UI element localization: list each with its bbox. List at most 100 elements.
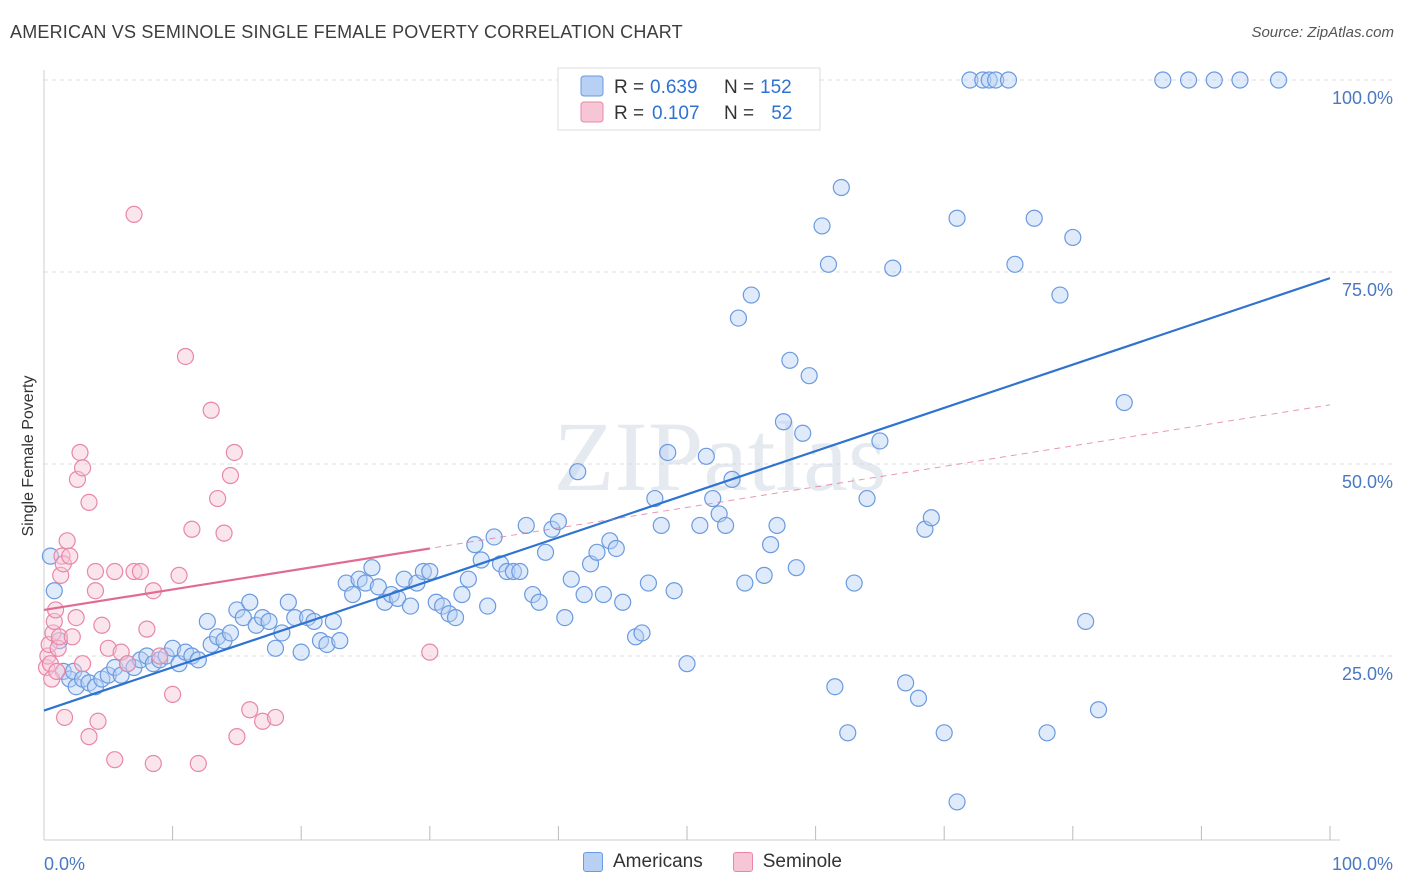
seminole-point: [58, 532, 76, 550]
seminole-point: [170, 566, 188, 584]
x-tick-labels: 0.0% 100.0%: [44, 854, 1393, 874]
seminole-point: [61, 547, 79, 565]
watermark: ZIPatlas: [553, 401, 886, 512]
y-tick-labels: 25.0% 50.0% 75.0% 100.0%: [1332, 88, 1393, 684]
trendlines: [43, 277, 1331, 712]
american-point: [549, 512, 568, 531]
american-point: [356, 574, 375, 592]
american-point: [1006, 255, 1024, 273]
x-ticks: [172, 826, 1331, 840]
seminole-point: [71, 443, 89, 462]
american-point: [1051, 286, 1069, 304]
seminole-label: Seminole: [762, 851, 842, 872]
american-point: [742, 286, 760, 304]
seminole-point: [99, 639, 117, 657]
american-point: [729, 309, 748, 327]
y-tick-label: 100.0%: [1332, 88, 1393, 108]
american-point: [845, 574, 863, 592]
american-point: [292, 643, 310, 661]
american-point: [948, 793, 966, 811]
seminole-point: [73, 655, 92, 673]
series-americans: [41, 71, 1288, 811]
seminole-point: [106, 751, 124, 769]
american-point: [800, 367, 818, 385]
american-point: [755, 566, 773, 584]
american-point: [761, 536, 780, 554]
seminole-point: [144, 754, 162, 773]
seminole-point: [125, 562, 143, 581]
american-point: [909, 689, 928, 707]
american-point: [536, 543, 555, 561]
american-point: [819, 255, 838, 273]
x-tick-label: 100.0%: [1332, 854, 1393, 874]
american-point: [768, 516, 786, 535]
seminole-point: [164, 685, 182, 704]
bottom-legend: Americans Seminole: [583, 851, 872, 873]
american-point: [659, 443, 677, 462]
american-point: [665, 582, 683, 600]
seminole-point: [86, 582, 105, 600]
seminole-point: [221, 466, 240, 485]
seminole-point: [183, 520, 201, 538]
american-point: [318, 635, 336, 654]
bottom-legend-seminole[interactable]: Seminole: [732, 851, 842, 873]
american-point: [614, 593, 632, 611]
seminole-point: [176, 347, 195, 366]
american-point: [466, 536, 484, 554]
american-point: [459, 570, 477, 588]
seminole-point: [50, 628, 69, 646]
seminole-swatch: [732, 852, 753, 872]
series-seminole: [37, 205, 439, 773]
american-point: [948, 209, 966, 227]
american-point: [189, 651, 207, 669]
american-point: [241, 593, 259, 611]
bottom-legend-americans[interactable]: Americans: [583, 851, 703, 873]
american-point: [344, 585, 362, 604]
american-point: [678, 655, 696, 673]
axes: [43, 70, 1340, 841]
american-point: [999, 71, 1018, 89]
american-point: [498, 562, 516, 581]
seminole-point: [228, 728, 246, 746]
seminole-point: [93, 616, 111, 634]
american-point: [369, 578, 387, 596]
american-point: [1154, 71, 1172, 89]
american-point: [588, 543, 606, 561]
american-point: [794, 424, 812, 442]
chart-title: AMERICAN VS SEMINOLE SINGLE FEMALE POVER…: [10, 22, 683, 42]
american-point: [652, 516, 670, 535]
american-point: [446, 608, 465, 627]
y-tick-label: 75.0%: [1342, 280, 1393, 300]
american-point: [697, 447, 715, 465]
seminole-point: [63, 628, 81, 646]
seminole-trendline: [43, 547, 430, 612]
american-point: [511, 562, 529, 581]
american-point: [987, 71, 1005, 89]
seminole-point: [80, 728, 98, 746]
seminole-point: [80, 493, 98, 511]
american-point: [556, 608, 574, 627]
seminole-point: [209, 489, 227, 508]
american-point: [389, 589, 407, 608]
seminole-point: [131, 562, 150, 581]
american-point: [331, 632, 349, 650]
american-point: [234, 608, 252, 627]
american-point: [607, 539, 625, 558]
legend-n-value-americans: 152: [760, 77, 792, 98]
seminole-point: [86, 562, 105, 581]
american-point: [922, 509, 940, 527]
american-point: [266, 639, 285, 657]
source-label: Source: ZipAtlas.com: [1251, 24, 1394, 41]
american-point: [691, 516, 709, 535]
american-point: [1077, 612, 1095, 631]
american-point: [260, 612, 278, 631]
american-point: [1025, 209, 1043, 227]
american-point: [1038, 724, 1056, 742]
seminole-point: [266, 708, 285, 727]
american-point: [839, 724, 857, 742]
american-point: [164, 639, 182, 657]
legend-n-label-seminole: N =: [724, 103, 754, 124]
y-tick-label: 25.0%: [1342, 664, 1393, 684]
legend-box: R = 0.639 N = 152 R = 0.107 N = 52: [557, 67, 821, 131]
american-point: [279, 593, 297, 611]
